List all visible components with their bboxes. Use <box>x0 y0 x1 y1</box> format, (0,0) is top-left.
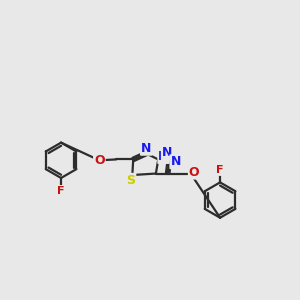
Text: O: O <box>189 166 200 178</box>
Text: N: N <box>141 142 152 155</box>
Text: O: O <box>94 154 105 167</box>
Text: F: F <box>57 186 65 196</box>
Text: N: N <box>158 150 169 163</box>
Text: F: F <box>216 165 224 175</box>
Text: N: N <box>170 155 181 168</box>
Text: S: S <box>126 174 135 187</box>
Text: N: N <box>162 146 172 159</box>
